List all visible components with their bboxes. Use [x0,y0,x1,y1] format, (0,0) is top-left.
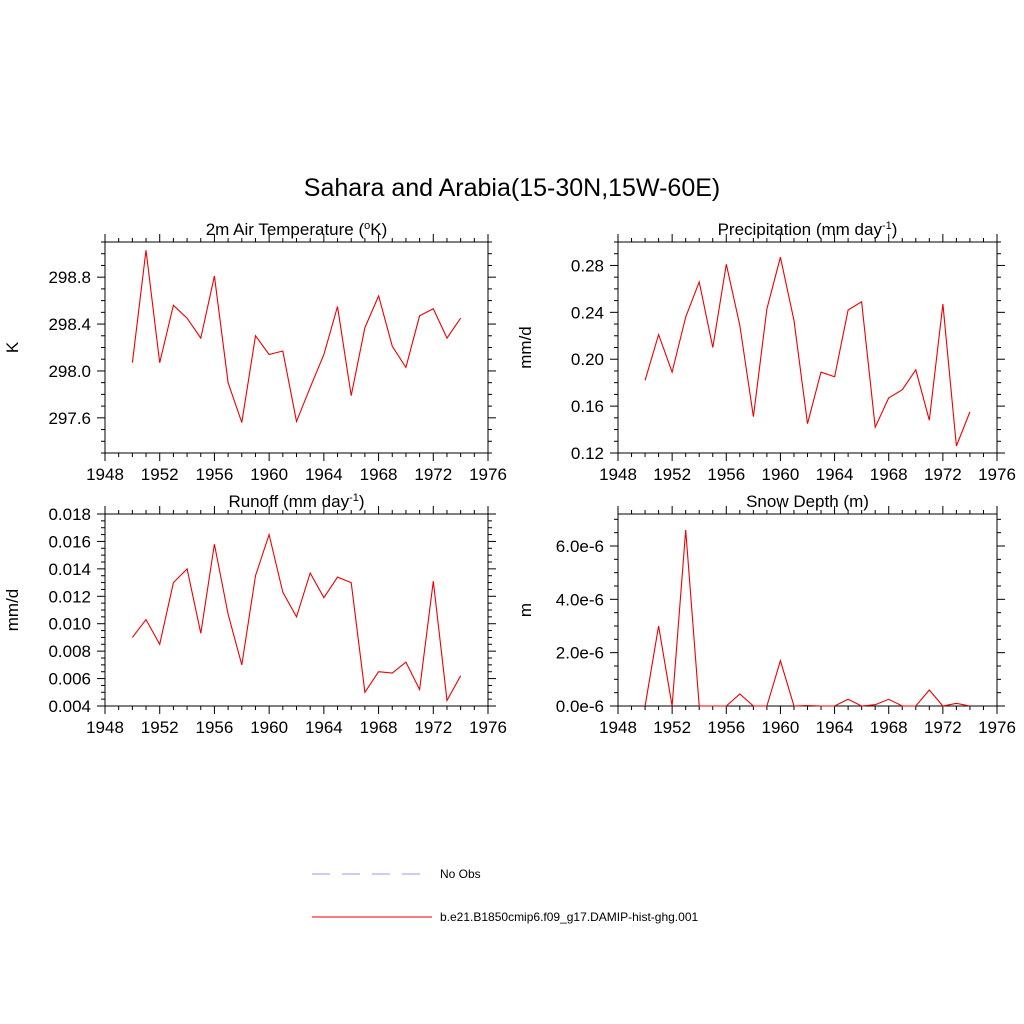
runoff-ytick-label: 0.012 [48,587,91,606]
precipitation-xtick-label: 1956 [707,465,745,484]
runoff-xtick-label: 1964 [305,718,343,737]
runoff-title: Runoff (mm day-1) [228,492,364,511]
temperature-xtick-label: 1956 [196,465,234,484]
runoff-xtick-label: 1972 [414,718,452,737]
snow-depth-ytick-label: 6.0e-6 [556,537,604,556]
precipitation-xtick-label: 1964 [816,465,854,484]
runoff-ytick-label: 0.010 [48,615,91,634]
runoff-xtick-label: 1960 [250,718,288,737]
temperature-xtick-label: 1948 [86,465,124,484]
temperature-title: 2m Air Temperature (oK) [206,220,388,239]
snow-depth-xtick-label: 1960 [762,718,800,737]
precipitation-ytick-label: 0.16 [571,397,604,416]
snow-depth-ytick-label: 0.0e-6 [556,697,604,716]
snow-depth-ytick-label: 2.0e-6 [556,644,604,663]
temperature-xtick-label: 1952 [141,465,179,484]
panel-snow-depth: Snow Depth (m) m 1948 1952 1956 1960 1964 1968 1… [516,492,1016,737]
temperature-xtick-label: 1968 [360,465,398,484]
precipitation-ylabel: mm/d [516,326,535,369]
legend: No Obs b.e21.B1850cmip6.f09_g17.DAMIP-hi… [312,867,698,924]
legend-label-model: b.e21.B1850cmip6.f09_g17.DAMIP-hist-ghg.… [440,910,698,924]
precipitation-title: Precipitation (mm day-1) [718,220,898,239]
runoff-ytick-label: 0.018 [48,505,91,524]
runoff-ytick-label: 0.016 [48,532,91,551]
snow-depth-xtick-label: 1976 [978,718,1016,737]
panel-runoff: Runoff (mm day-1) mm/d 1948 1952 1956 1960 196… [3,492,507,737]
snow-depth-xtick-label: 1964 [816,718,854,737]
temperature-xtick-label: 1964 [305,465,343,484]
runoff-ytick-label: 0.008 [48,642,91,661]
precipitation-xtick-label: 1968 [870,465,908,484]
runoff-ytick-label: 0.004 [48,697,91,716]
temperature-series-line [131,250,462,424]
precipitation-ytick-label: 0.28 [571,256,604,275]
temperature-xtick-label: 1976 [469,465,507,484]
precipitation-xtick-label: 1952 [653,465,691,484]
runoff-xtick-label: 1968 [360,718,398,737]
precipitation-ytick-label: 0.12 [571,444,604,463]
precipitation-xtick-label: 1960 [762,465,800,484]
temperature-xtick-label: 1960 [250,465,288,484]
panels: 2m Air Temperature (oK) K 1948 1952 1956 1960… [3,220,1016,737]
temperature-xtick-label: 1972 [414,465,452,484]
snow-depth-xtick-label: 1972 [924,718,962,737]
precipitation-ytick-label: 0.20 [571,350,604,369]
snow-depth-xtick-label: 1952 [653,718,691,737]
runoff-ytick-label: 0.006 [48,670,91,689]
snow-depth-series-line [644,529,971,707]
snow-depth-ytick-label: 4.0e-6 [556,590,604,609]
temperature-ytick-label: 297.6 [48,409,91,428]
temperature-ytick-label: 298.4 [48,315,91,334]
runoff-xtick-label: 1952 [141,718,179,737]
snow-depth-xtick-label: 1968 [870,718,908,737]
runoff-xtick-label: 1948 [86,718,124,737]
panel-temperature: 2m Air Temperature (oK) K 1948 1952 1956 1960… [3,220,507,484]
temperature-ytick-label: 298.8 [48,268,91,287]
precipitation-xtick-label: 1976 [978,465,1016,484]
main-title: Sahara and Arabia(15-30N,15W-60E) [304,174,720,202]
temperature-ytick-label: 298.0 [48,362,91,381]
temperature-ylabel: K [3,341,22,353]
precipitation-xtick-label: 1948 [599,465,637,484]
snow-depth-ylabel: m [516,603,535,617]
runoff-xtick-label: 1976 [469,718,507,737]
snow-depth-title: Snow Depth (m) [746,492,869,511]
precipitation-xtick-label: 1972 [924,465,962,484]
runoff-ytick-label: 0.014 [48,560,91,579]
legend-label-no-obs: No Obs [440,867,481,881]
runoff-xtick-label: 1956 [196,718,234,737]
panel-precipitation: Precipitation (mm day-1) mm/d 1948 1952 1956… [516,220,1016,484]
snow-depth-xtick-label: 1948 [599,718,637,737]
precipitation-series-line [644,257,971,447]
runoff-series-line [131,532,462,703]
runoff-ylabel: mm/d [3,589,22,632]
precipitation-ytick-label: 0.24 [571,303,604,322]
snow-depth-xtick-label: 1956 [707,718,745,737]
runoff-plot-frame [104,513,489,707]
